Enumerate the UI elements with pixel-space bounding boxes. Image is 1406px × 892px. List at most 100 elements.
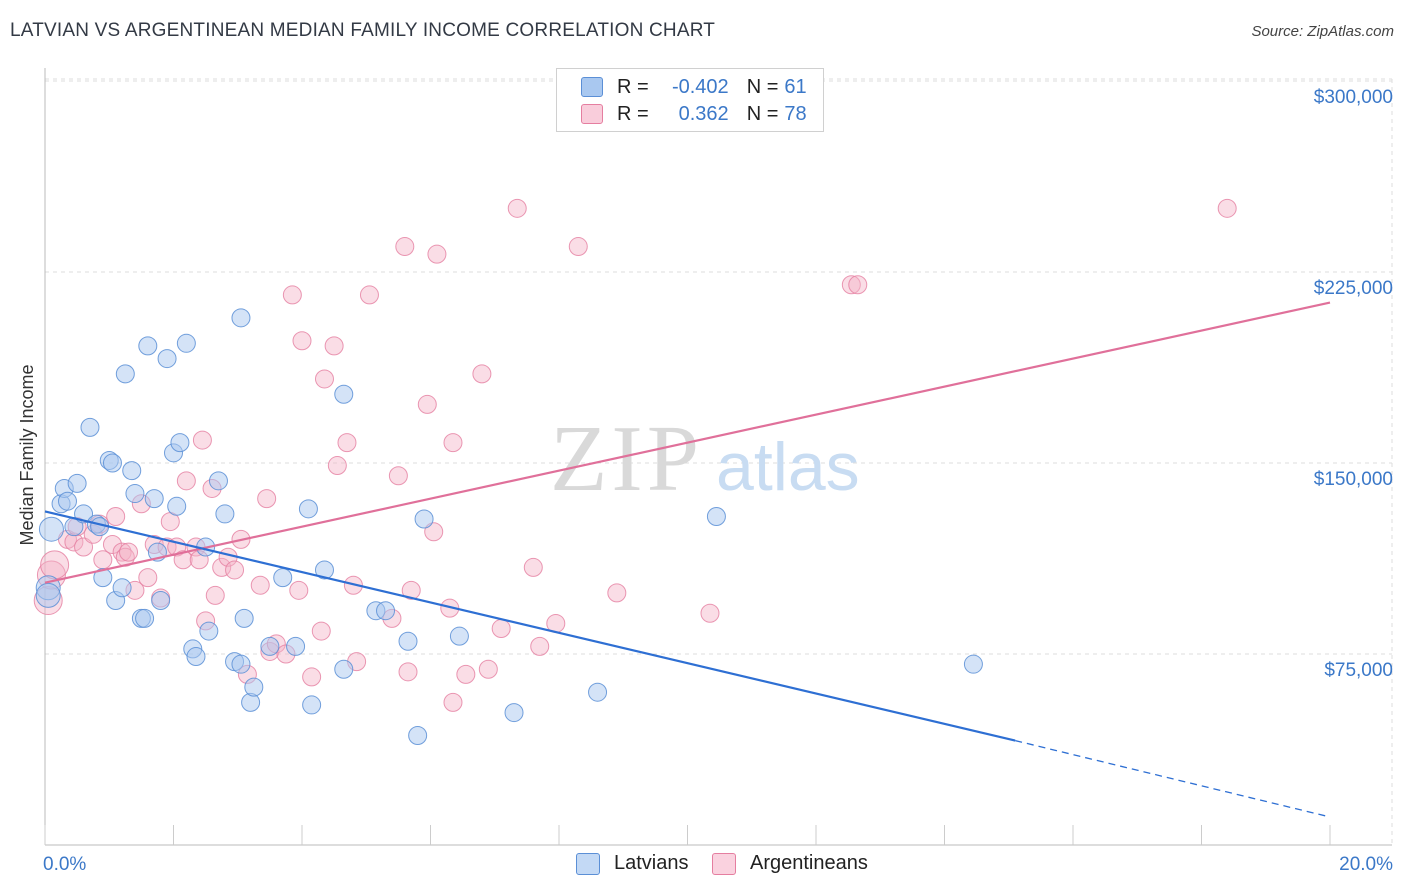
argentinean-point — [417, 394, 437, 414]
y-tick-label: $75,000 — [1324, 660, 1393, 681]
argentinean-point — [1217, 198, 1237, 218]
argentinean-point — [472, 364, 492, 384]
argentinean-point — [324, 336, 344, 356]
latvian-point — [273, 568, 293, 588]
argentinean-point — [40, 550, 70, 580]
argentinean-point — [225, 560, 245, 580]
latvian-point — [298, 499, 318, 519]
series-legend: Latvians Argentineans — [0, 852, 1406, 878]
argentinean-point — [359, 285, 379, 305]
argentinean-point — [289, 580, 309, 600]
argentinean-point — [176, 471, 196, 491]
legend-n-value: 78 — [784, 102, 807, 125]
tick-labels: $75,000 $150,000 $225,000 $300,000 0.0% 20.0% — [43, 87, 1393, 875]
argentinean-point — [119, 542, 139, 562]
chart-title: LATVIAN VS ARGENTINEAN MEDIAN FAMILY INC… — [10, 20, 716, 41]
legend-item-latvians[interactable]: Latvians — [576, 852, 689, 875]
latvian-point — [231, 308, 251, 328]
latvian-point — [504, 703, 524, 723]
watermark-zip: ZIP — [550, 407, 703, 511]
argentinean-point — [401, 580, 421, 600]
legend-item-argentineans[interactable]: Argentineans — [712, 852, 868, 875]
argentinean-point — [311, 621, 331, 641]
argentinean-point — [398, 662, 418, 682]
latvian-point — [67, 473, 87, 493]
argentinean-point — [424, 522, 444, 542]
latvians-points — [35, 308, 983, 745]
argentinean-point — [507, 198, 527, 218]
argentinean-point — [427, 244, 447, 264]
argentinean-point — [205, 585, 225, 605]
latvian-point — [122, 461, 142, 481]
argentinean-point — [302, 667, 322, 687]
legend-n-label: N = — [746, 75, 779, 98]
argentinean-point — [848, 275, 868, 295]
latvian-point — [135, 608, 155, 628]
x-tick-label: 0.0% — [43, 854, 86, 875]
legend-n-value: 61 — [784, 75, 807, 98]
argentinean-point — [395, 237, 415, 257]
argentinean-point — [93, 550, 113, 570]
argentinean-point — [292, 331, 312, 351]
trend-lines — [44, 301, 1331, 818]
argentinean-point — [257, 489, 277, 509]
source-credit: Source: ZipAtlas.com — [1251, 23, 1394, 40]
legend-r-label: R = — [617, 75, 649, 98]
latvian-point — [334, 384, 354, 404]
latvian-point — [35, 582, 61, 608]
argentinean-point — [530, 636, 550, 656]
latvian-point — [963, 654, 983, 674]
argentinean-point — [388, 466, 408, 486]
latvian-point — [588, 682, 608, 702]
legend-r-value: -0.402 — [671, 75, 729, 98]
latvian-point — [199, 621, 219, 641]
argentinean-point — [173, 550, 193, 570]
argentinean-point — [250, 575, 270, 595]
y-tick-label: $225,000 — [1314, 278, 1393, 299]
latvians-trend-line — [44, 510, 1016, 742]
latvian-point — [244, 677, 264, 697]
legend-r-value: 0.362 — [678, 102, 729, 125]
latvian-point — [176, 333, 196, 353]
legend-n-label: N = — [746, 102, 779, 125]
latvian-point — [125, 484, 145, 504]
latvian-point — [449, 626, 469, 646]
argentinean-point — [607, 583, 627, 603]
argentinean-point — [327, 456, 347, 476]
argentinean-point — [700, 603, 720, 623]
correlation-legend: R = -0.402 N = 61 R = 0.362 N = 78 — [556, 68, 824, 132]
legend-r-label: R = — [617, 102, 649, 125]
watermark: ZIP atlas — [550, 407, 860, 511]
latvian-point — [115, 364, 135, 384]
latvian-point — [231, 654, 251, 674]
latvian-point — [186, 647, 206, 667]
latvian-point — [80, 417, 100, 437]
latvian-point — [38, 516, 64, 542]
latvian-point — [302, 695, 322, 715]
argentinean-point — [282, 285, 302, 305]
argentineans-trend-line — [44, 301, 1331, 584]
argentinean-point — [443, 692, 463, 712]
legend-swatch-argentineans — [581, 104, 603, 124]
argentinean-point — [478, 659, 498, 679]
legend-swatch-latvians — [576, 852, 600, 875]
legend-row-argentineans: R = 0.362 N = 78 — [581, 101, 807, 127]
argentinean-point — [841, 275, 861, 295]
argentinean-point — [568, 237, 588, 257]
y-tick-label: $150,000 — [1314, 469, 1393, 490]
legend-label-argentineans: Argentineans — [750, 852, 868, 874]
latvian-point — [706, 506, 726, 526]
legend-swatch-latvians — [581, 77, 603, 97]
latvian-point — [408, 725, 428, 745]
latvian-point — [151, 591, 171, 611]
latvian-point — [93, 568, 113, 588]
latvian-point — [57, 491, 77, 511]
latvian-point — [314, 560, 334, 580]
latvian-point — [157, 349, 177, 369]
argentinean-point — [443, 433, 463, 453]
watermark-atlas: atlas — [716, 429, 860, 505]
latvians-trend-extension — [1015, 739, 1331, 818]
latvian-point — [286, 636, 306, 656]
latvian-point — [112, 578, 132, 598]
